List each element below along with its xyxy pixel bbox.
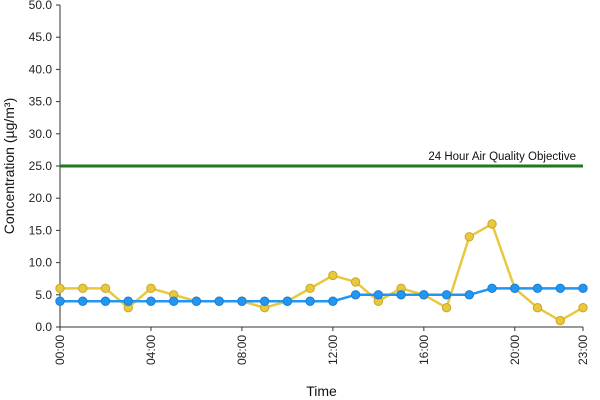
x-tick-label: 23:00 xyxy=(576,335,590,365)
air-quality-objective-label: 24 Hour Air Quality Objective xyxy=(428,151,576,163)
series-2-point xyxy=(100,296,111,306)
y-tick-label: 15.0 xyxy=(29,223,53,237)
series-1-point xyxy=(532,302,543,313)
series-2-point xyxy=(328,296,338,306)
series-group xyxy=(55,219,588,326)
y-tick-label: 50.0 xyxy=(29,0,53,12)
series-2-point xyxy=(282,296,293,306)
series-2-point xyxy=(464,290,475,300)
series-2-point xyxy=(191,296,202,306)
series-2-point xyxy=(555,283,565,294)
series-2-point xyxy=(259,296,270,306)
series-2-point xyxy=(123,296,133,306)
series-1-point xyxy=(100,283,111,294)
x-axis: 00:00 04:00 08:00 12:00 16:00 20:00 23:00 xyxy=(53,326,590,365)
series-1-point xyxy=(487,219,497,229)
series-1-point xyxy=(328,270,338,281)
series-2-point xyxy=(510,283,520,294)
y-tick-label: 45.0 xyxy=(29,30,53,44)
x-tick-label: 04:00 xyxy=(144,335,158,365)
y-tick-label: 40.0 xyxy=(29,62,53,76)
x-axis-title: Time xyxy=(306,383,337,399)
x-tick-label: 20:00 xyxy=(508,335,522,365)
series-2-point xyxy=(441,290,452,300)
y-tick-label: 20.0 xyxy=(29,191,53,205)
series-2-point xyxy=(350,290,361,300)
x-tick-label: 08:00 xyxy=(235,335,249,365)
reference-line-group: 24 Hour Air Quality Objective xyxy=(60,151,583,168)
series-1-point xyxy=(146,283,156,294)
series-2-point xyxy=(78,296,88,306)
series-2-point xyxy=(55,296,65,306)
series-1-line xyxy=(60,222,584,322)
series-2-point xyxy=(237,296,247,306)
series-1-point xyxy=(305,283,315,294)
series-2-point xyxy=(578,283,588,294)
series-1-point xyxy=(555,315,565,326)
y-tick-label: 5.0 xyxy=(35,288,52,302)
series-2-point xyxy=(373,290,384,300)
series-1-point xyxy=(578,302,588,313)
series-2-point xyxy=(487,283,497,294)
y-tick-label: 0.0 xyxy=(35,320,52,334)
series-2-point xyxy=(168,296,179,306)
y-tick-label: 30.0 xyxy=(29,127,53,141)
series-1-point xyxy=(441,302,452,313)
series-2-point xyxy=(419,290,429,300)
series-2-point xyxy=(146,296,156,306)
series-1-point xyxy=(55,283,65,294)
y-axis-title: Concentration (µg/m³) xyxy=(1,98,17,234)
x-tick-label: 00:00 xyxy=(53,335,67,365)
series-1-point xyxy=(464,232,475,242)
x-tick-label: 16:00 xyxy=(417,335,431,365)
y-tick-label: 35.0 xyxy=(29,95,53,109)
series-2-point xyxy=(532,283,543,294)
y-tick-label: 25.0 xyxy=(29,159,53,173)
series-2-point xyxy=(396,290,406,300)
series-1-point xyxy=(78,283,88,294)
series-1-point xyxy=(350,277,361,287)
y-axis: 0.0 5.0 10.0 15.0 20.0 25.0 30.0 35.0 40.0 45.0 50… xyxy=(29,0,61,334)
series-2-point xyxy=(305,296,315,306)
series-2-point xyxy=(214,296,224,306)
y-tick-label: 10.0 xyxy=(29,256,53,270)
x-tick-label: 12:00 xyxy=(326,335,340,365)
